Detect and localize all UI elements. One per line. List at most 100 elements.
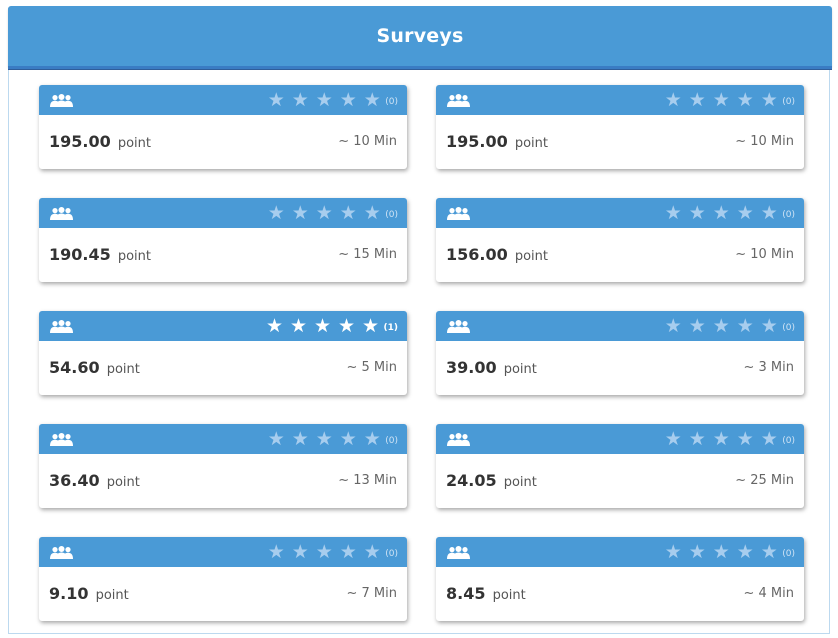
points-unit: point (503, 362, 537, 377)
survey-card-header: ★ ★ ★ ★ ★ (0) (436, 198, 804, 228)
star-icon[interactable]: ★ (688, 202, 706, 224)
survey-card-body: 190.45 point ~ 15 Min (39, 228, 407, 282)
star-icon[interactable]: ★ (736, 89, 754, 111)
star-icon[interactable]: ★ (664, 315, 682, 337)
star-icon[interactable]: ★ (361, 315, 380, 337)
rating-count: (0) (782, 436, 795, 446)
star-icon[interactable]: ★ (664, 89, 682, 111)
points-value: 195.00 (446, 132, 508, 151)
survey-card[interactable]: ★ ★ ★ ★ ★ (0) 195.00 point ~ 10 Min (436, 85, 804, 169)
star-icon[interactable]: ★ (712, 541, 730, 563)
rating-count: (0) (782, 549, 795, 559)
star-icon[interactable]: ★ (291, 202, 309, 224)
survey-card[interactable]: ★ ★ ★ ★ ★ (0) 8.45 point ~ 4 Min (436, 537, 804, 621)
survey-card-body: 195.00 point ~ 10 Min (39, 115, 407, 169)
star-icon[interactable]: ★ (760, 315, 778, 337)
star-rating[interactable]: ★ ★ ★ ★ ★ (0) (661, 429, 795, 449)
survey-card-header: ★ ★ ★ ★ ★ (1) (39, 311, 407, 341)
star-rating[interactable]: ★ ★ ★ ★ ★ (0) (264, 90, 398, 110)
star-icon[interactable]: ★ (688, 428, 706, 450)
star-icon[interactable]: ★ (712, 428, 730, 450)
survey-card-body: 54.60 point ~ 5 Min (39, 341, 407, 395)
survey-card[interactable]: ★ ★ ★ ★ ★ (1) 54.60 point ~ 5 Min (39, 311, 407, 395)
points-unit: point (117, 136, 151, 151)
survey-card-body: 156.00 point ~ 10 Min (436, 228, 804, 282)
star-icon[interactable]: ★ (760, 89, 778, 111)
star-icon[interactable]: ★ (291, 89, 309, 111)
points-value: 36.40 (49, 471, 100, 490)
points-value: 39.00 (446, 358, 497, 377)
star-icon[interactable]: ★ (712, 315, 730, 337)
survey-card[interactable]: ★ ★ ★ ★ ★ (0) 36.40 point ~ 13 Min (39, 424, 407, 508)
points-value: 8.45 (446, 584, 486, 603)
star-rating[interactable]: ★ ★ ★ ★ ★ (0) (264, 542, 398, 562)
rating-count: (0) (385, 210, 398, 220)
star-icon[interactable]: ★ (315, 89, 333, 111)
star-icon[interactable]: ★ (363, 541, 381, 563)
star-rating[interactable]: ★ ★ ★ ★ ★ (1) (263, 315, 398, 337)
points-value: 195.00 (49, 132, 111, 151)
star-icon[interactable]: ★ (315, 202, 333, 224)
star-icon[interactable]: ★ (315, 428, 333, 450)
survey-card[interactable]: ★ ★ ★ ★ ★ (0) 190.45 point ~ 15 Min (39, 198, 407, 282)
star-rating[interactable]: ★ ★ ★ ★ ★ (0) (661, 542, 795, 562)
survey-card[interactable]: ★ ★ ★ ★ ★ (0) 24.05 point ~ 25 Min (436, 424, 804, 508)
survey-card-header: ★ ★ ★ ★ ★ (0) (39, 198, 407, 228)
star-rating[interactable]: ★ ★ ★ ★ ★ (0) (661, 316, 795, 336)
star-icon[interactable]: ★ (315, 541, 333, 563)
star-icon[interactable]: ★ (760, 428, 778, 450)
survey-card-header: ★ ★ ★ ★ ★ (0) (436, 424, 804, 454)
people-icon (447, 320, 470, 333)
survey-duration: ~ 7 Min (346, 586, 398, 601)
points-value: 24.05 (446, 471, 497, 490)
star-icon[interactable]: ★ (760, 202, 778, 224)
star-icon[interactable]: ★ (363, 428, 381, 450)
star-icon[interactable]: ★ (664, 541, 682, 563)
star-icon[interactable]: ★ (337, 315, 356, 337)
star-icon[interactable]: ★ (267, 202, 285, 224)
survey-card[interactable]: ★ ★ ★ ★ ★ (0) 195.00 point ~ 10 Min (39, 85, 407, 169)
star-icon[interactable]: ★ (339, 428, 357, 450)
star-rating[interactable]: ★ ★ ★ ★ ★ (0) (661, 90, 795, 110)
star-icon[interactable]: ★ (664, 202, 682, 224)
star-icon[interactable]: ★ (291, 428, 309, 450)
star-icon[interactable]: ★ (267, 541, 285, 563)
survey-card[interactable]: ★ ★ ★ ★ ★ (0) 9.10 point ~ 7 Min (39, 537, 407, 621)
star-icon[interactable]: ★ (736, 315, 754, 337)
star-icon[interactable]: ★ (289, 315, 308, 337)
people-icon (50, 320, 73, 333)
points-value: 156.00 (446, 245, 508, 264)
people-icon (447, 433, 470, 446)
star-icon[interactable]: ★ (688, 89, 706, 111)
survey-points: 36.40 point (49, 471, 140, 490)
star-icon[interactable]: ★ (291, 541, 309, 563)
star-icon[interactable]: ★ (712, 89, 730, 111)
star-icon[interactable]: ★ (688, 315, 706, 337)
star-icon[interactable]: ★ (313, 315, 332, 337)
star-icon[interactable]: ★ (267, 428, 285, 450)
star-rating[interactable]: ★ ★ ★ ★ ★ (0) (264, 429, 398, 449)
star-icon[interactable]: ★ (363, 202, 381, 224)
star-icon[interactable]: ★ (339, 541, 357, 563)
star-icon[interactable]: ★ (339, 89, 357, 111)
star-icon[interactable]: ★ (267, 89, 285, 111)
star-icon[interactable]: ★ (688, 541, 706, 563)
star-icon[interactable]: ★ (736, 541, 754, 563)
star-icon[interactable]: ★ (760, 541, 778, 563)
star-icon[interactable]: ★ (339, 202, 357, 224)
star-icon[interactable]: ★ (265, 315, 284, 337)
star-icon[interactable]: ★ (712, 202, 730, 224)
star-icon[interactable]: ★ (736, 202, 754, 224)
survey-card[interactable]: ★ ★ ★ ★ ★ (0) 39.00 point ~ 3 Min (436, 311, 804, 395)
star-rating[interactable]: ★ ★ ★ ★ ★ (0) (661, 203, 795, 223)
survey-duration: ~ 25 Min (735, 473, 794, 488)
survey-card-header: ★ ★ ★ ★ ★ (0) (436, 537, 804, 567)
survey-duration: ~ 4 Min (743, 586, 795, 601)
star-icon[interactable]: ★ (363, 89, 381, 111)
star-icon[interactable]: ★ (736, 428, 754, 450)
people-icon (50, 433, 73, 446)
survey-card[interactable]: ★ ★ ★ ★ ★ (0) 156.00 point ~ 10 Min (436, 198, 804, 282)
star-icon[interactable]: ★ (664, 428, 682, 450)
star-rating[interactable]: ★ ★ ★ ★ ★ (0) (264, 203, 398, 223)
points-value: 9.10 (49, 584, 89, 603)
